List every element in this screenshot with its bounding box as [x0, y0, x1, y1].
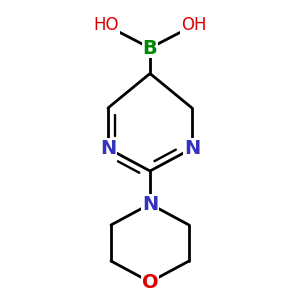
Text: OH: OH	[181, 16, 206, 34]
Text: HO: HO	[94, 16, 119, 34]
Text: O: O	[142, 272, 158, 292]
Text: N: N	[100, 139, 116, 158]
Text: B: B	[142, 38, 158, 58]
Text: N: N	[184, 139, 200, 158]
Text: N: N	[142, 194, 158, 214]
